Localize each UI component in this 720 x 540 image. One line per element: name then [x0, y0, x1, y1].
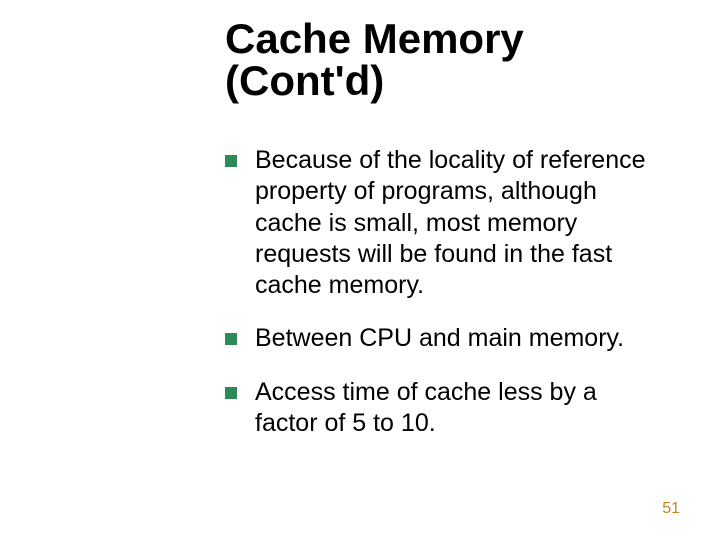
- page-number: 51: [662, 500, 680, 518]
- square-bullet-icon: [225, 333, 237, 345]
- bullet-text: Access time of cache less by a factor of…: [255, 377, 665, 440]
- square-bullet-icon: [225, 155, 237, 167]
- list-item: Between CPU and main memory.: [225, 323, 665, 354]
- bullet-text: Between CPU and main memory.: [255, 323, 665, 354]
- list-item: Because of the locality of reference pro…: [225, 145, 665, 301]
- square-bullet-icon: [225, 387, 237, 399]
- bullet-list: Because of the locality of reference pro…: [225, 145, 665, 461]
- slide-title: Cache Memory (Cont'd): [225, 18, 524, 102]
- slide-title-line2: (Cont'd): [225, 60, 524, 102]
- slide-title-line1: Cache Memory: [225, 18, 524, 60]
- bullet-text: Because of the locality of reference pro…: [255, 145, 665, 301]
- list-item: Access time of cache less by a factor of…: [225, 377, 665, 440]
